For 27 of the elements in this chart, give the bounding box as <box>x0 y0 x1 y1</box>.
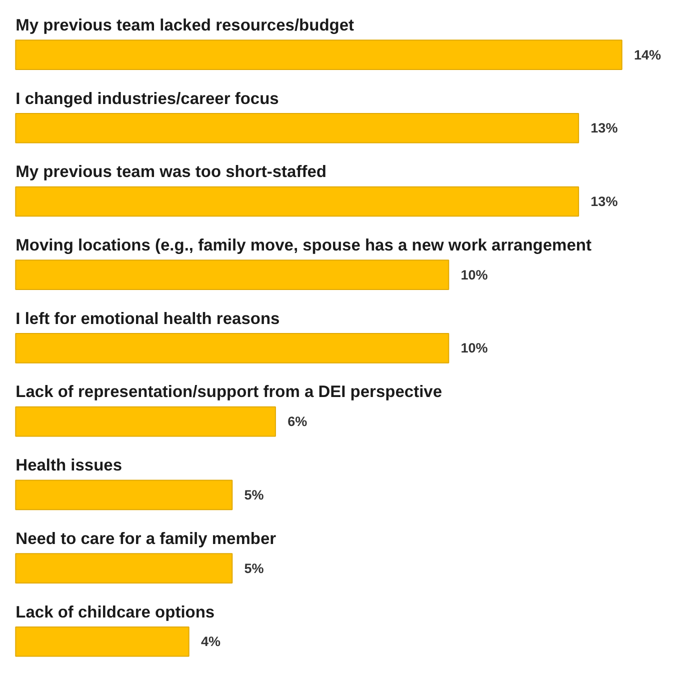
y-tick-label: Health issues <box>16 456 122 475</box>
bar <box>15 333 450 364</box>
data-label: 6% <box>288 414 308 430</box>
bar <box>15 480 233 510</box>
data-label: 4% <box>200 634 220 650</box>
data-label: 5% <box>244 560 264 576</box>
y-tick-label: I left for emotional health reasons <box>16 310 280 328</box>
data-label: 10% <box>460 340 488 356</box>
y-tick-label: Lack of representation/support from a DEI perspective <box>16 383 442 402</box>
bar <box>15 186 580 217</box>
y-tick-label: I changed industries/career focus <box>16 90 279 108</box>
bar <box>15 553 233 584</box>
y-tick-label: Moving locations (e.g., family move, spouse has a new work arrangement <box>16 236 592 255</box>
data-label: 5% <box>244 487 264 502</box>
data-label: 10% <box>460 267 488 282</box>
y-tick-label: Lack of childcare options <box>16 603 215 622</box>
bar <box>15 112 580 144</box>
bar <box>15 406 276 437</box>
data-label: 14% <box>634 47 662 62</box>
bar <box>15 626 190 657</box>
bar <box>15 260 450 290</box>
y-tick-label: Need to care for a family member <box>16 530 277 548</box>
data-label: 13% <box>590 194 618 209</box>
bar <box>15 40 622 70</box>
data-label: 13% <box>590 120 618 136</box>
y-tick-label: My previous team was too short-staffed <box>16 163 326 182</box>
y-tick-label: My previous team lacked resources/budget <box>16 16 355 34</box>
